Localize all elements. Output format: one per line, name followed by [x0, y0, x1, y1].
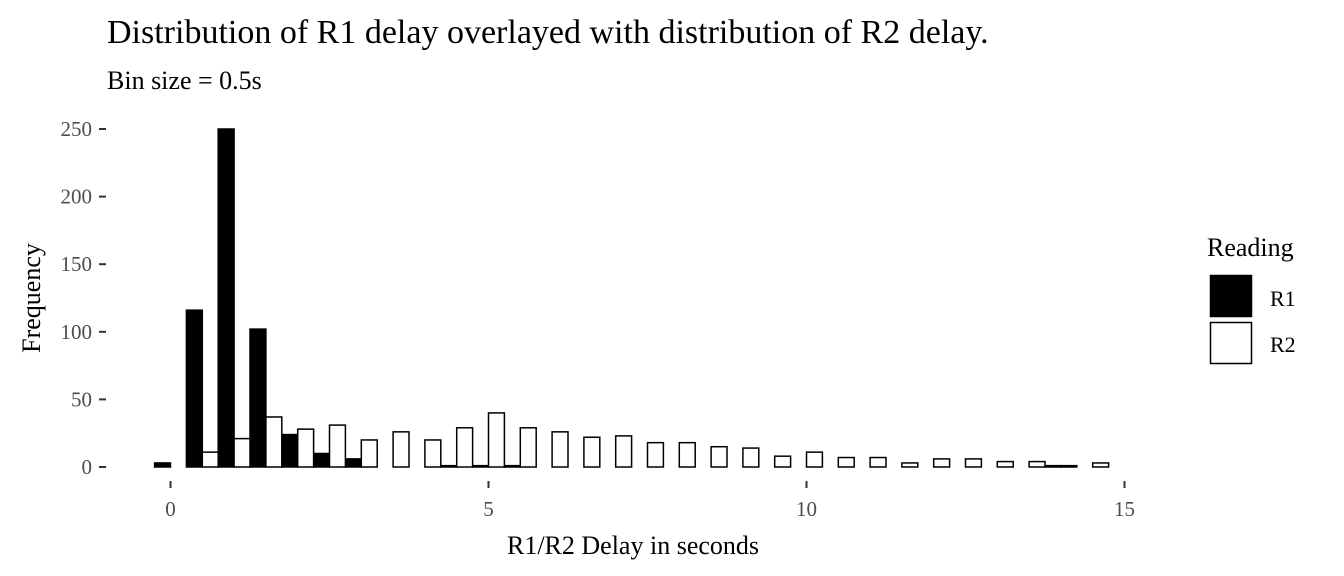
- legend-title: Reading: [1207, 233, 1294, 262]
- chart-title: Distribution of R1 delay overlayed with …: [107, 14, 989, 51]
- bar-r1-1: [217, 128, 235, 468]
- bar-r2-11: [869, 456, 887, 468]
- bar-r2-12.5: [964, 458, 983, 468]
- bar-r2-10.5: [837, 456, 855, 468]
- y-tick-label-250: 250: [61, 117, 93, 141]
- bar-r1-1.5: [249, 328, 267, 468]
- bar-r2-7: [614, 435, 633, 468]
- bar-r2-3: [360, 439, 378, 468]
- bar-r2-14: [1060, 464, 1078, 468]
- y-tick-label-0: 0: [82, 455, 93, 479]
- x-tick-label-0: 0: [165, 497, 176, 521]
- bar-r2-13: [996, 460, 1014, 468]
- bar-r2-8.5: [710, 445, 728, 468]
- bar-r2-6.5: [583, 436, 601, 468]
- bar-r2-9.5: [773, 455, 792, 468]
- legend-label-r2: R2: [1270, 332, 1296, 357]
- y-axis-title: Frequency: [17, 243, 46, 353]
- bar-r2-14.5: [1091, 462, 1110, 468]
- bar-r2-7.5: [646, 441, 665, 468]
- bar-r2-4.5: [455, 427, 474, 468]
- bar-r1-4.5: [440, 464, 458, 468]
- bar-r2-0.5: [201, 451, 219, 468]
- x-tick-label-15: 15: [1114, 497, 1135, 521]
- bar-r1-5.5: [503, 464, 522, 468]
- x-axis: 0 5 10 15: [165, 481, 1135, 521]
- legend-label-r1: R1: [1270, 286, 1296, 311]
- bar-r1-2: [281, 433, 299, 468]
- bar-layer: [153, 128, 1110, 468]
- bar-r1-5: [471, 464, 490, 468]
- bar-r2-5.5: [519, 427, 537, 468]
- bar-r2-1.5: [265, 416, 283, 468]
- y-tick-label-150: 150: [61, 252, 93, 276]
- bar-r2-3.5: [392, 431, 410, 468]
- bar-r1-14: [1044, 464, 1062, 468]
- y-tick-label-200: 200: [61, 185, 93, 209]
- bar-r2-10: [805, 451, 824, 468]
- bar-r1-0: [153, 462, 172, 468]
- bar-r2-5: [487, 412, 506, 468]
- x-tick-label-10: 10: [796, 497, 817, 521]
- x-axis-title: R1/R2 Delay in seconds: [507, 531, 759, 560]
- bar-r2-1: [233, 437, 251, 468]
- bar-r1-2.5: [312, 452, 331, 468]
- bar-r2-6: [551, 431, 569, 468]
- bar-r2-9: [742, 447, 760, 468]
- y-axis: 0 50 100 150 200 250: [61, 117, 106, 479]
- legend: Reading R1 R2: [1207, 233, 1296, 365]
- legend-swatch-r1: [1209, 274, 1253, 318]
- y-tick-label-100: 100: [61, 320, 93, 344]
- chart-subtitle: Bin size = 0.5s: [107, 66, 262, 95]
- bar-r2-8: [678, 441, 696, 468]
- bar-r2-11.5: [901, 462, 919, 468]
- x-tick-label-5: 5: [483, 497, 494, 521]
- bar-r2-2.5: [328, 424, 347, 468]
- bar-r2-12: [932, 458, 951, 468]
- bar-r2-13.5: [1028, 460, 1046, 468]
- y-tick-label-50: 50: [71, 387, 92, 411]
- bar-r1-3: [344, 458, 363, 468]
- bar-r2-4: [424, 439, 442, 468]
- legend-swatch-r2: [1209, 321, 1253, 365]
- bar-r1-0.5: [185, 309, 204, 468]
- bar-r2-2: [296, 428, 315, 468]
